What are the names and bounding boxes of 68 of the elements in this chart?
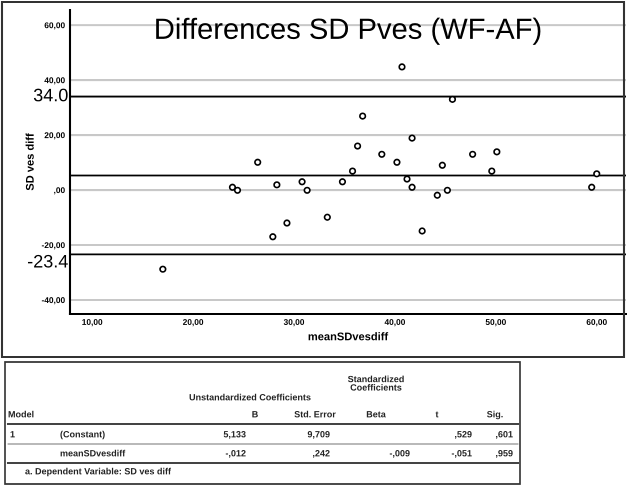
text: t <box>436 411 438 418</box>
point <box>269 233 276 240</box>
y-tick-label: 40,00 <box>44 77 65 84</box>
chart-title: Differences SD Pves (WF-AF) <box>156 18 540 45</box>
text: 5,133 <box>224 431 246 439</box>
point <box>254 158 262 166</box>
x-tick-label: 30,00 <box>284 319 304 326</box>
point <box>444 186 452 194</box>
point <box>418 227 426 235</box>
text: Model <box>8 410 34 418</box>
point <box>298 178 306 186</box>
point <box>283 219 291 227</box>
text: ,959 <box>496 450 513 458</box>
point <box>434 192 441 199</box>
point <box>403 175 411 183</box>
text: Sig. <box>486 410 503 420</box>
point <box>588 184 596 191</box>
text: -,012 <box>226 450 246 458</box>
point <box>359 112 366 120</box>
point <box>324 214 331 221</box>
x-axis-title: meanSDvesdiff <box>308 332 388 340</box>
point <box>408 184 416 191</box>
point <box>354 142 362 150</box>
point <box>378 150 386 158</box>
text: 9,709 <box>308 431 330 439</box>
text: B <box>252 411 258 418</box>
x-tick-label: 20,00 <box>182 319 204 326</box>
x-tick-label: 60,00 <box>586 319 607 326</box>
y-tick-label: 60,00 <box>44 22 65 30</box>
text: Beta <box>366 411 386 418</box>
point <box>493 148 500 156</box>
ref-line-label: 34.0 <box>34 88 68 102</box>
point <box>228 184 236 191</box>
text: Unstandardized Coefficients <box>190 394 311 400</box>
point <box>304 186 311 194</box>
text: -,051 <box>452 450 472 458</box>
point <box>438 162 446 169</box>
text: -,009 <box>390 450 410 458</box>
text: meanSDvesdiff <box>60 450 126 456</box>
point <box>273 181 280 188</box>
point <box>348 167 356 175</box>
point <box>338 178 346 186</box>
text: (Constant) <box>60 430 105 440</box>
point <box>398 63 406 71</box>
point <box>469 150 476 158</box>
text: Std. Error <box>294 410 336 418</box>
text: ,529 <box>455 431 472 439</box>
point <box>234 186 242 194</box>
point <box>488 167 496 175</box>
y-tick-label: ,00 <box>54 187 65 194</box>
text: ,601 <box>496 431 513 439</box>
point <box>448 96 456 103</box>
point <box>393 158 401 166</box>
y-tick-label: 20,00 <box>44 132 65 140</box>
x-tick-label: 10,00 <box>82 319 102 326</box>
y-tick-label: -40,00 <box>42 297 65 304</box>
y-tick-label: -20,00 <box>42 242 65 250</box>
y-axis-title: SD ves diff <box>26 133 34 190</box>
point <box>159 266 166 273</box>
point <box>593 170 600 178</box>
point <box>408 134 416 142</box>
text: 1 <box>10 431 15 438</box>
text: Standardized Coefficients <box>348 376 404 391</box>
text: ,242 <box>313 450 330 458</box>
text: a. Dependent Variable: SD ves diff <box>25 468 172 476</box>
x-tick-label: 40,00 <box>384 319 406 326</box>
x-tick-label: 50,00 <box>486 319 506 326</box>
ref-line-label: -23.4 <box>28 254 68 268</box>
